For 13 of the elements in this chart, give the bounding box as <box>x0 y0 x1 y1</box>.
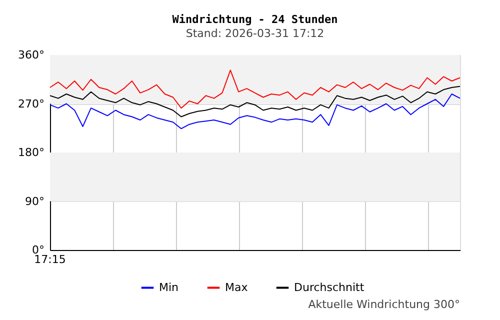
line-series <box>50 94 460 130</box>
legend-label: Durchschnitt <box>294 280 365 294</box>
legend-label: Max <box>225 280 248 294</box>
text: Aktuelle Windrichtung 300° <box>308 298 460 311</box>
legend-label: Min <box>159 280 179 294</box>
y-tick-label: 270° <box>18 97 44 110</box>
chart-subtitle: Stand: 2026-03-31 17:12 <box>186 27 324 40</box>
y-tick-label: 360° <box>18 48 44 62</box>
y-tick-label: 180° <box>18 146 44 159</box>
line-series <box>50 70 460 109</box>
y-tick-label: 90° <box>25 194 44 208</box>
chart-title: Windrichtung - 24 Stunden <box>172 13 338 26</box>
line-series <box>50 86 460 118</box>
